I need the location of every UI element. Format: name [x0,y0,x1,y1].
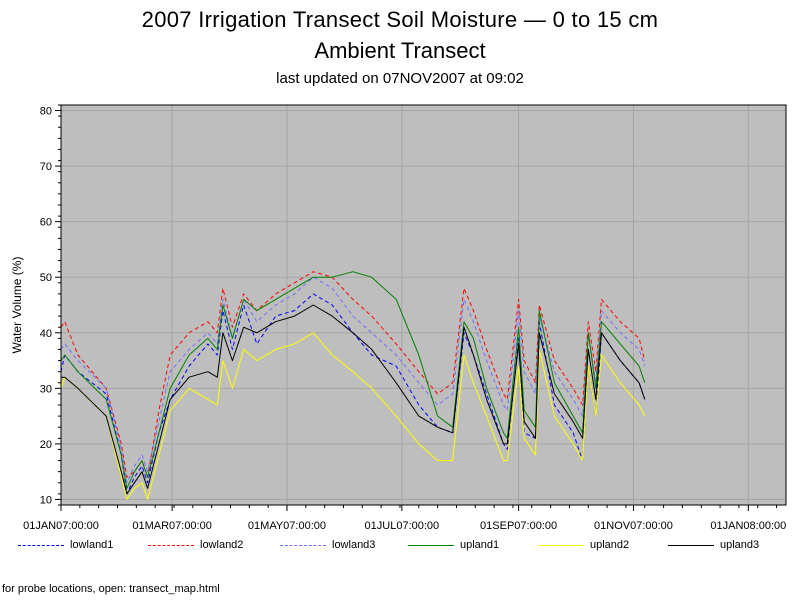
series-line-lowland1 [60,293,646,495]
y-tick-label: 80 [40,106,52,118]
x-tick-label: 01NOV07:00:00 [594,520,673,532]
plot-area [61,105,786,505]
series-line-upland1 [60,271,646,489]
legend-swatch [148,545,194,546]
y-tick-label: 10 [40,494,52,506]
legend-label: lowland3 [332,539,376,551]
x-tick-label: 01JUL07:00:00 [365,520,440,532]
series-line-upland2 [60,332,646,500]
y-tick-label: 60 [40,217,52,229]
y-axis-label: Water Volume (%) [10,257,24,354]
x-tick-label: 01MAR07:00:00 [132,520,212,532]
legend: lowland1 lowland2 lowland3 upland1 upland2 up… [18,536,788,558]
legend-label: lowland2 [200,539,244,551]
legend-label: lowland1 [70,539,114,551]
chart-title: 2007 Irrigation Transect Soil Moisture —… [141,7,659,32]
plot-frame [60,104,787,506]
y-tick-label: 20 [40,439,52,451]
legend-swatch [18,545,64,546]
x-tick-label: 01SEP07:00:00 [480,520,557,532]
legend-label: upland2 [590,539,630,551]
y-tick-label: 70 [40,161,52,173]
chart: 10 20 30 40 50 60 70 80 01JAN07:00:00 01MAR07:00:… [10,104,787,532]
footer-note: for probe locations, open: transect_map.… [2,583,220,595]
series-line-lowland3 [60,276,646,484]
legend-swatch [408,545,454,546]
legend-swatch [538,545,584,546]
x-tick-label: 01JAN08:00:00 [710,520,786,532]
x-tick-label: 01MAY07:00:00 [248,520,326,532]
y-tick-label: 50 [40,272,52,284]
series-line-lowland2 [60,271,646,478]
legend-swatch [668,545,714,546]
last-updated-note: last updated on 07NOV2007 at 09:02 [276,70,524,87]
legend-label: upland1 [460,539,500,551]
series-line-upland3 [61,304,646,495]
y-tick-label: 40 [40,328,52,340]
legend-label: upland3 [720,539,760,551]
legend-swatch [280,545,326,546]
chart-subtitle: Ambient Transect [314,38,486,63]
y-tick-label: 30 [40,383,52,395]
x-tick-label: 01JAN07:00:00 [23,520,99,532]
